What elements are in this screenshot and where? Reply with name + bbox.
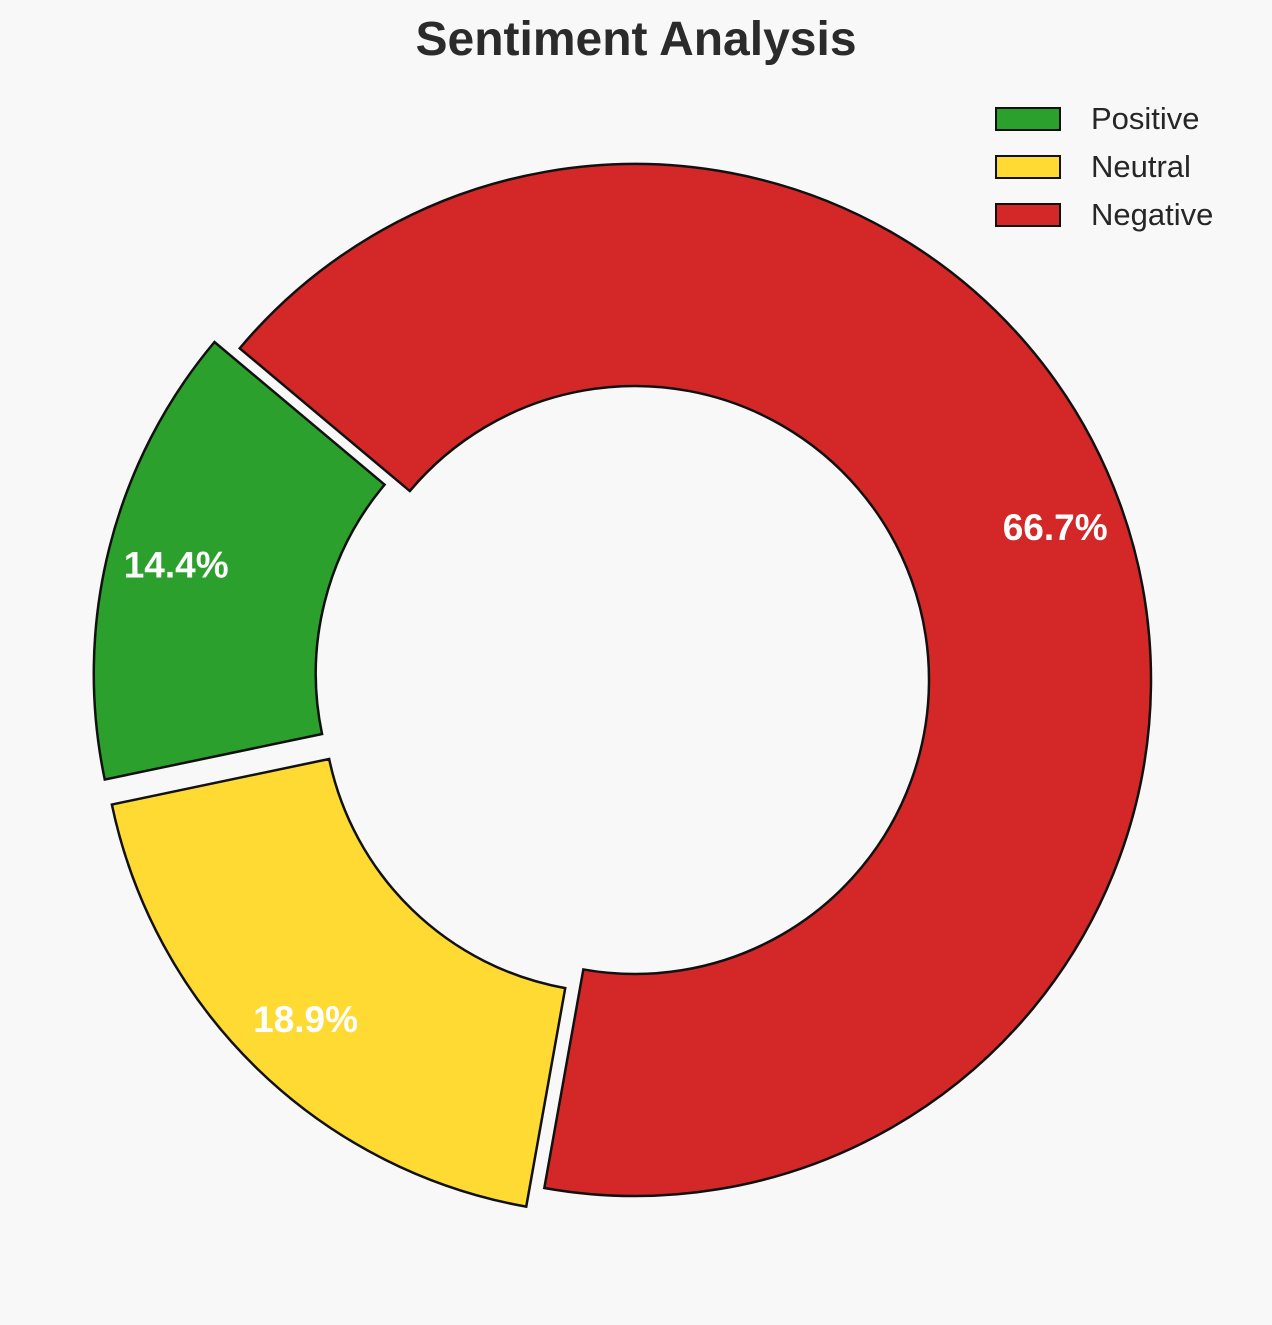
slice-label-positive: 14.4% bbox=[124, 544, 229, 585]
slice-neutral bbox=[110, 757, 567, 1209]
legend-swatch-neutral bbox=[995, 155, 1061, 179]
legend-label-negative: Negative bbox=[1091, 197, 1214, 232]
legend-item-positive: Positive bbox=[995, 95, 1213, 143]
legend-label-positive: Positive bbox=[1091, 101, 1200, 136]
chart-title: Sentiment Analysis bbox=[415, 13, 857, 66]
legend: Positive Neutral Negative bbox=[995, 95, 1213, 239]
legend-item-neutral: Neutral bbox=[995, 143, 1213, 191]
slice-label-neutral: 18.9% bbox=[253, 999, 358, 1040]
legend-item-negative: Negative bbox=[995, 191, 1213, 239]
slice-label-negative: 66.7% bbox=[1003, 507, 1108, 548]
slice-positive bbox=[92, 340, 387, 782]
legend-swatch-negative bbox=[995, 203, 1061, 227]
slice-negative bbox=[237, 162, 1153, 1198]
donut-labels: 14.4% 18.9% 66.7% bbox=[124, 507, 1108, 1040]
legend-swatch-positive bbox=[995, 107, 1061, 131]
donut-slices bbox=[92, 162, 1153, 1209]
legend-label-neutral: Neutral bbox=[1091, 149, 1191, 184]
